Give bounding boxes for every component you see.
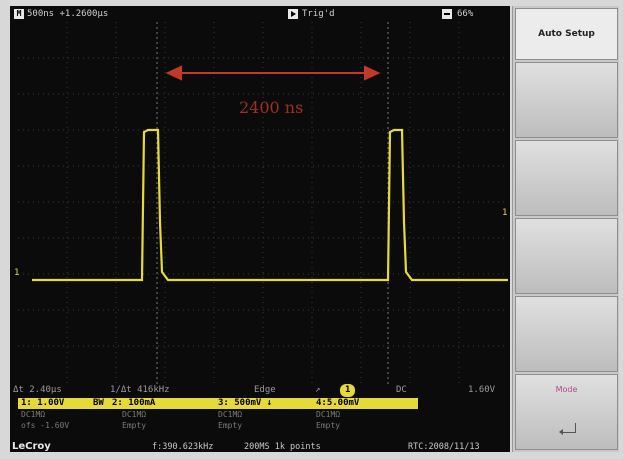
- top-status-bar: M 500ns +1.2600μs Trig'd 66%: [10, 6, 510, 22]
- mode-label: Mode: [555, 385, 578, 394]
- trigger-type: Edge: [254, 385, 276, 395]
- trigger-level-marker: 1: [502, 208, 508, 218]
- coupling-row: DC1MΩ DC1MΩ DC1MΩ DC1MΩ: [18, 410, 438, 420]
- bottom-status-bar: LeCroy f:390.623kHz 200MS 1k points RTC:…: [10, 441, 510, 453]
- enter-arrow-icon: [559, 423, 576, 435]
- channel-2-status: Empty: [122, 421, 147, 430]
- timebase-m-icon: M: [14, 9, 24, 19]
- period-annotation: 2400 ns: [239, 98, 304, 117]
- measurement-row: Δt 2.40μs 1/Δt 416kHz Edge ↗ 1 DC 1.60V: [10, 384, 510, 397]
- channel-1-scale[interactable]: 1: 1.00V: [21, 398, 65, 408]
- play-triangle-icon: [288, 9, 298, 19]
- delta-t: Δt 2.40μs: [13, 385, 62, 395]
- softkey-2[interactable]: [515, 62, 618, 138]
- trigger-level: 1.60V: [468, 385, 496, 395]
- inverse-delta-t: 1/Δt 416kHz: [110, 385, 170, 395]
- trigger-source-badge[interactable]: 1: [340, 384, 356, 397]
- channel-4-scale[interactable]: 4:5.00mV: [316, 398, 360, 408]
- channel-4-status: Empty: [316, 421, 341, 430]
- trigger-slope-icon: ↗: [315, 385, 321, 395]
- battery-icon: [442, 9, 452, 19]
- trigger-status: Trig'd: [302, 9, 335, 19]
- trigger-coupling: DC: [396, 385, 407, 395]
- channel-3-status: Empty: [218, 421, 243, 430]
- softkey-4[interactable]: [515, 218, 618, 294]
- frequency-readout: f:390.623kHz: [152, 442, 214, 452]
- waveform-graticule: [18, 22, 508, 384]
- double-arrow: [165, 65, 381, 81]
- softkey-3[interactable]: [515, 140, 618, 216]
- channel-1-trace: [32, 128, 508, 282]
- channel-2-scale[interactable]: 2: 100mA: [112, 398, 156, 408]
- channel-3-scale[interactable]: 3: 500mV ↓: [218, 398, 273, 408]
- battery-level: 66%: [457, 9, 474, 19]
- channel-1-coupling: DC1MΩ: [21, 410, 46, 419]
- brand-logo: LeCroy: [12, 441, 51, 452]
- rtc-clock: RTC:2008/11/13 11:53:06: [408, 442, 480, 452]
- softkey-5[interactable]: [515, 296, 618, 372]
- channel-1-ground-marker: 1: [14, 268, 20, 278]
- channel-settings-row[interactable]: 1: 1.00V BW 2: 100mA 3: 500mV ↓ 4:5.00mV: [18, 398, 418, 409]
- channel-3-coupling: DC1MΩ: [218, 410, 243, 419]
- channel-1-offset: ofs -1.60V: [21, 421, 70, 430]
- auto-setup-button[interactable]: Auto Setup: [515, 8, 618, 60]
- softkey-panel: Auto Setup Mode: [512, 6, 619, 452]
- waveform-plot[interactable]: 1 1 2400 ns: [14, 22, 508, 384]
- bandwidth-limit-label: BW: [93, 398, 104, 408]
- sample-info: 200MS 1k points: [244, 442, 321, 452]
- channel-2-coupling: DC1MΩ: [122, 410, 147, 419]
- timebase-readout[interactable]: 500ns +1.2600μs: [27, 9, 109, 19]
- auto-setup-label: Auto Setup: [538, 29, 595, 39]
- scope-screen: M 500ns +1.2600μs Trig'd 66%: [10, 6, 510, 452]
- mode-softkey[interactable]: Mode: [515, 374, 618, 450]
- offset-row: ofs -1.60V Empty Empty Empty: [18, 421, 438, 431]
- channel-4-coupling: DC1MΩ: [316, 410, 341, 419]
